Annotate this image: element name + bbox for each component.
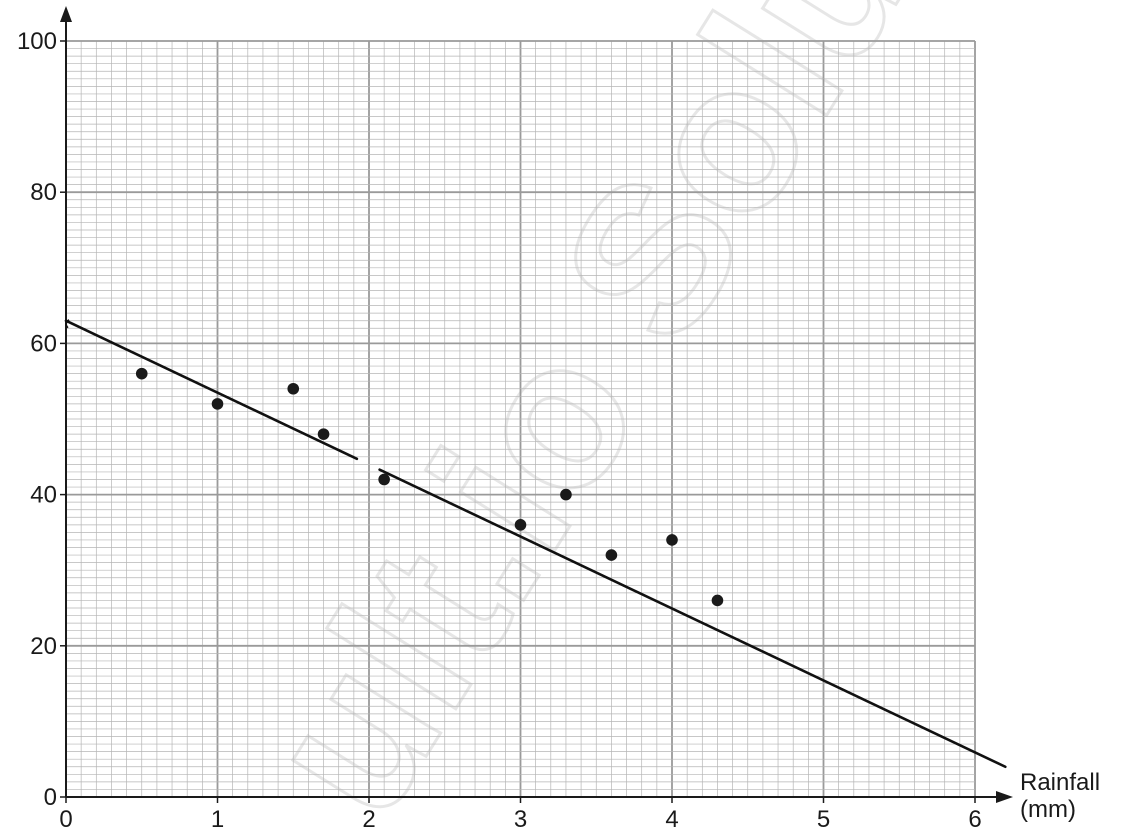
x-tick-label: 4 — [665, 806, 678, 833]
x-axis-title: Rainfall — [1020, 769, 1100, 796]
y-tick-label: 80 — [30, 179, 57, 206]
x-tick-label: 3 — [514, 806, 527, 833]
y-tick-label: 0 — [44, 784, 57, 811]
x-tick-label: 1 — [211, 806, 224, 833]
data-point — [515, 519, 527, 531]
y-axis-arrowhead — [60, 6, 72, 22]
y-tick-label: 20 — [30, 633, 57, 660]
y-tick-label: 40 — [30, 482, 57, 509]
data-point — [318, 428, 330, 440]
watermark-text: ult.io Solutio — [219, 0, 1092, 834]
x-tick-label: 5 — [817, 806, 830, 833]
x-tick-label: 6 — [968, 806, 981, 833]
x-tick-label: 2 — [362, 806, 375, 833]
data-point — [606, 549, 618, 561]
data-point — [378, 474, 390, 486]
y-tick-label: 60 — [30, 330, 57, 357]
axis-titles: Rainfall(mm) — [1020, 769, 1100, 823]
data-point — [212, 398, 224, 410]
x-axis-title: (mm) — [1020, 796, 1076, 823]
data-point — [560, 489, 572, 501]
x-axis-arrowhead — [996, 791, 1013, 803]
x-tick-label: 0 — [59, 806, 72, 833]
watermark: ult.io Solutio — [219, 0, 1092, 834]
grid — [66, 41, 975, 797]
data-point — [666, 534, 678, 546]
data-point — [136, 368, 148, 380]
fit-line-segment — [66, 321, 357, 459]
data-point — [712, 595, 724, 607]
data-point — [287, 383, 299, 395]
y-tick-label: 100 — [17, 28, 57, 55]
